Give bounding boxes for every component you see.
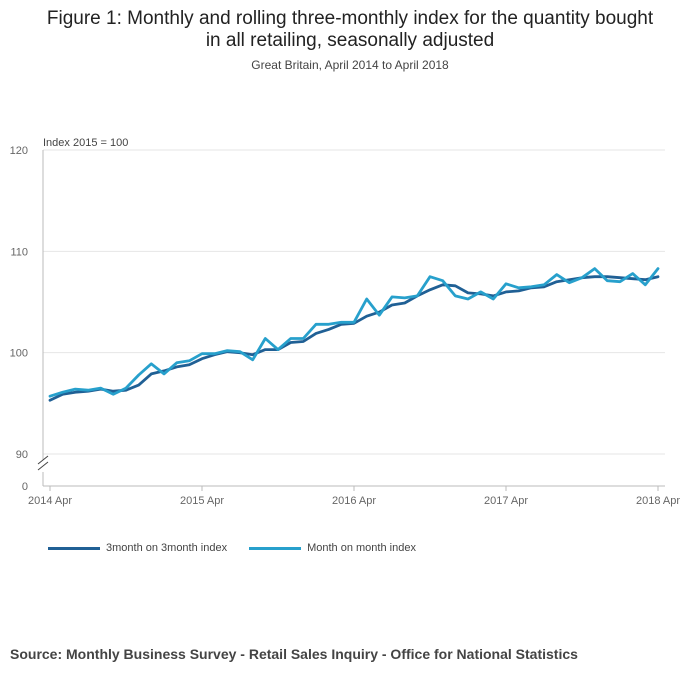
x-tick-label-12: 2015 Apr [180,495,224,507]
legend-swatch-monthly [249,546,302,550]
axis-break-mark-2 [37,461,49,471]
x-tick-label-24: 2016 Apr [332,495,376,507]
chart-title: Figure 1: Monthly and rolling three-mont… [0,8,700,52]
y-tick-label-120: 120 [10,145,28,157]
legend-label-monthly: Month on month index [307,542,416,554]
legend-item-3month[interactable]: 3month on 3month index [48,542,227,554]
legend-swatch-3month [48,546,100,550]
x-tick-label-0: 2014 Apr [28,495,72,507]
chart-subtitle: Great Britain, April 2014 to April 2018 [251,58,449,72]
x-tick-label-48: 2018 Apr [636,495,680,507]
series-line-3month [48,275,660,402]
chart-legend: 3month on 3month index Month on month in… [48,542,438,554]
series-line-monthly [48,267,660,398]
axis-break-mark-1 [37,455,49,465]
y-tick-label-100: 100 [10,348,28,360]
y-axis-label: Index 2015 = 100 [43,137,128,149]
legend-label-3month: 3month on 3month index [106,542,228,554]
chart-title-line-2: in all retailing, seasonally adjusted [205,30,495,51]
source-note: Source: Monthly Business Survey - Retail… [10,646,578,662]
x-tick-label-36: 2017 Apr [484,495,528,507]
y-tick-label-110: 110 [10,246,28,258]
y-tick-label-90: 90 [16,449,28,461]
line-chart: 120 110 100 90 0 Index 2015 = 100 2014 Apr 2015… [10,137,681,507]
chart-title-line-1: Figure 1: Monthly and rolling three-mont… [46,8,654,29]
legend-item-monthly[interactable]: Month on month index [249,542,416,554]
y-tick-label-zero: 0 [22,481,28,493]
